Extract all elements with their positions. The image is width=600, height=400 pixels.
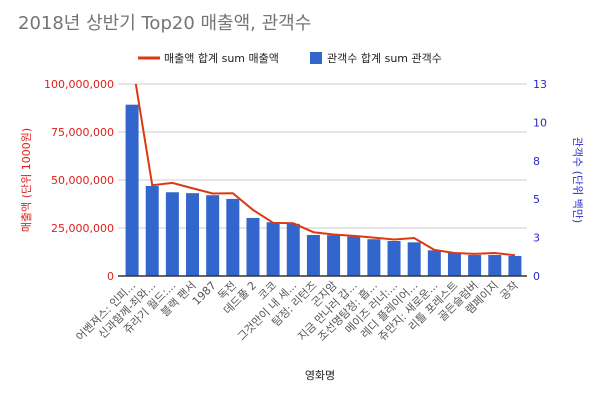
right-tick-label: 13 bbox=[533, 78, 547, 91]
right-tick-label: 10 bbox=[533, 116, 547, 129]
left-tick-label: 100,000,000 bbox=[44, 78, 114, 91]
bar-audience bbox=[206, 195, 220, 276]
left-axis-title: 매출액 (단위 1000원) bbox=[20, 128, 33, 232]
left-tick-label: 0 bbox=[107, 270, 114, 283]
bar-audience bbox=[306, 234, 320, 276]
bar-audience bbox=[488, 255, 502, 276]
left-tick-label: 25,000,000 bbox=[51, 222, 114, 235]
bar-audience bbox=[186, 193, 200, 276]
right-tick-label: 3 bbox=[533, 232, 540, 245]
bar-audience bbox=[266, 222, 280, 276]
bar-audience bbox=[145, 185, 159, 276]
legend: 매출액 합계 sum 매출액 관객수 합계 sum 관객수 bbox=[138, 52, 442, 65]
bar-audience bbox=[226, 198, 240, 276]
right-tick-label: 0 bbox=[533, 270, 540, 283]
bar-audience bbox=[327, 235, 341, 276]
x-axis-title: 영화명 bbox=[305, 369, 335, 382]
bar-audience bbox=[427, 250, 441, 276]
chart-title: 2018년 상반기 Top20 매출액, 관객수 bbox=[18, 13, 311, 34]
legend-label-audience: 관객수 합계 sum 관객수 bbox=[327, 52, 442, 65]
bar-audience bbox=[508, 255, 522, 276]
right-tick-label: 8 bbox=[533, 155, 540, 168]
left-tick-label: 50,000,000 bbox=[51, 174, 114, 187]
bar-audience bbox=[347, 236, 361, 276]
bar-audience bbox=[165, 192, 179, 276]
right-axis-title: 관객수 (단위 백만) bbox=[571, 137, 584, 223]
bar-audience bbox=[125, 104, 139, 276]
legend-bar-swatch bbox=[310, 52, 322, 64]
bar-audience bbox=[447, 252, 461, 276]
bar-audience bbox=[246, 217, 260, 276]
bar-audience bbox=[367, 239, 381, 276]
legend-label-revenue: 매출액 합계 sum 매출액 bbox=[164, 52, 279, 65]
bar-audience bbox=[468, 255, 482, 276]
bar-audience bbox=[387, 240, 401, 276]
right-tick-label: 5 bbox=[533, 193, 540, 206]
x-tick-label: 공작 bbox=[498, 279, 522, 303]
line-revenue bbox=[134, 84, 516, 257]
bar-audience bbox=[286, 223, 300, 276]
bar-audience bbox=[407, 242, 421, 276]
left-tick-label: 75,000,000 bbox=[51, 126, 114, 139]
